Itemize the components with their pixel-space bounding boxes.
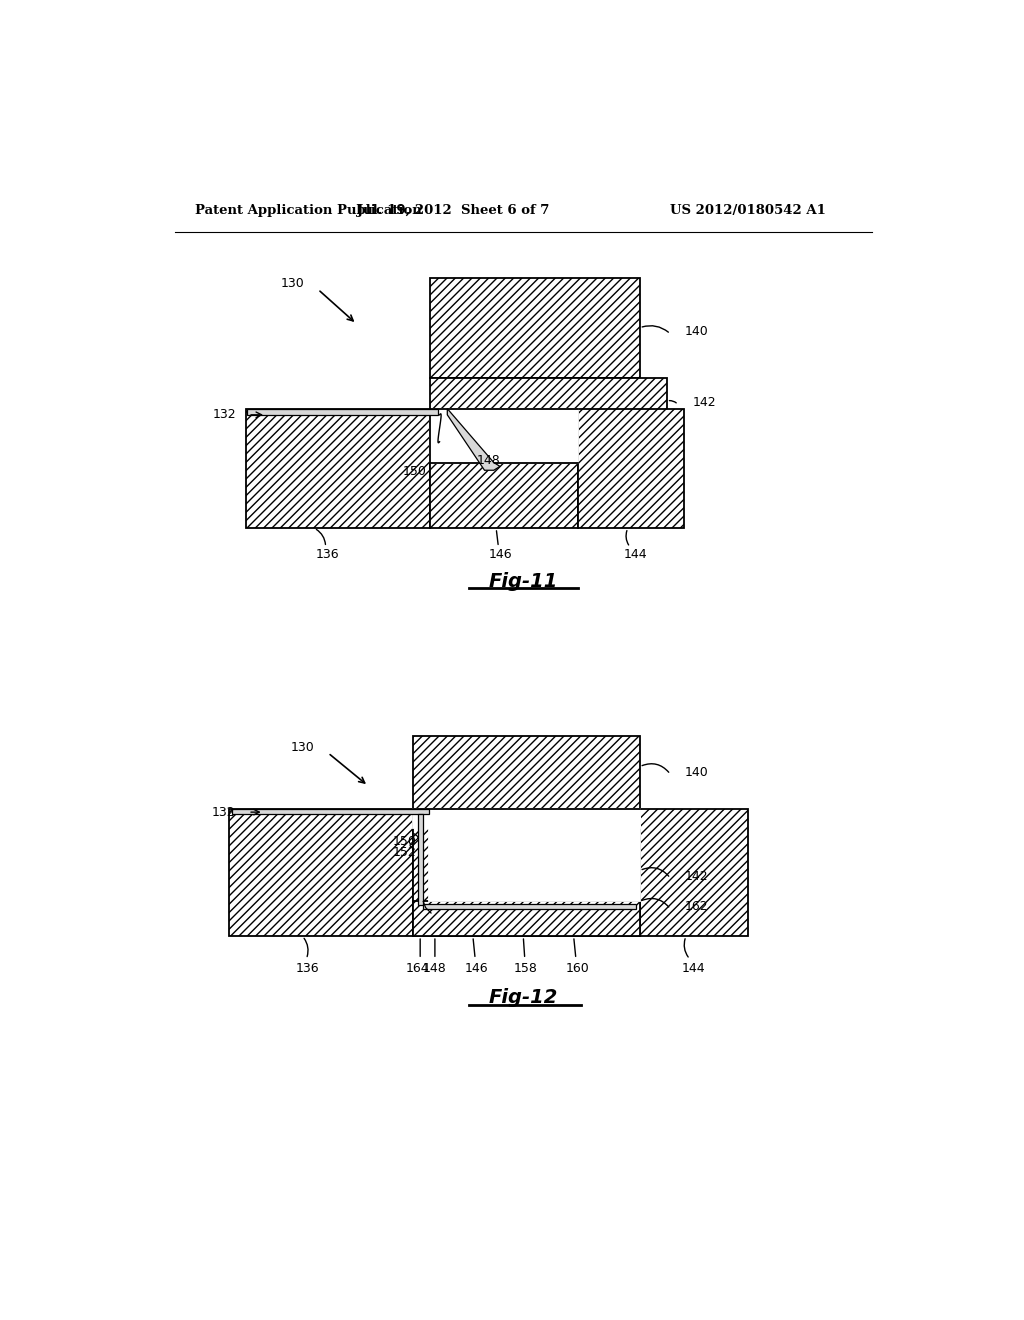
Bar	[430, 409, 578, 462]
Bar	[430, 462, 578, 528]
Text: 152: 152	[393, 846, 417, 859]
Polygon shape	[248, 409, 438, 414]
Text: 150: 150	[393, 834, 417, 847]
Bar	[423, 904, 636, 909]
Text: 142: 142	[692, 396, 716, 409]
Bar	[414, 737, 640, 829]
Bar	[414, 809, 640, 936]
Text: 158: 158	[514, 962, 538, 975]
Bar	[228, 809, 414, 936]
Bar	[429, 809, 640, 902]
Text: 130: 130	[281, 277, 305, 289]
Text: 140: 140	[684, 325, 709, 338]
Text: 162: 162	[684, 900, 708, 913]
Polygon shape	[447, 409, 500, 470]
Bar	[430, 378, 667, 420]
Text: 136: 136	[316, 548, 340, 561]
Text: 140: 140	[684, 766, 709, 779]
Text: US 2012/0180542 A1: US 2012/0180542 A1	[670, 205, 826, 218]
Text: 160: 160	[565, 962, 590, 975]
Bar	[231, 809, 429, 814]
Text: 132: 132	[211, 805, 234, 818]
Text: 148: 148	[477, 454, 501, 467]
Text: Fig-11: Fig-11	[488, 573, 558, 591]
Text: 144: 144	[624, 548, 647, 561]
Bar	[418, 814, 423, 906]
Text: Jul. 19, 2012  Sheet 6 of 7: Jul. 19, 2012 Sheet 6 of 7	[357, 205, 550, 218]
Text: 146: 146	[465, 962, 488, 975]
Text: Fig-12: Fig-12	[488, 989, 558, 1007]
Text: 132: 132	[213, 408, 237, 421]
Bar	[246, 409, 430, 528]
Bar	[414, 809, 640, 829]
Text: 164: 164	[407, 962, 430, 975]
Text: Patent Application Publication: Patent Application Publication	[196, 205, 422, 218]
Text: 142: 142	[684, 870, 708, 883]
Bar	[578, 409, 684, 528]
Text: 136: 136	[296, 962, 319, 975]
Text: 130: 130	[290, 741, 314, 754]
Text: 144: 144	[682, 962, 706, 975]
Bar	[430, 277, 640, 378]
Text: 150: 150	[403, 465, 427, 478]
Bar	[414, 902, 640, 936]
Text: 146: 146	[488, 548, 512, 561]
Text: 148: 148	[423, 962, 446, 975]
Bar	[640, 809, 748, 936]
